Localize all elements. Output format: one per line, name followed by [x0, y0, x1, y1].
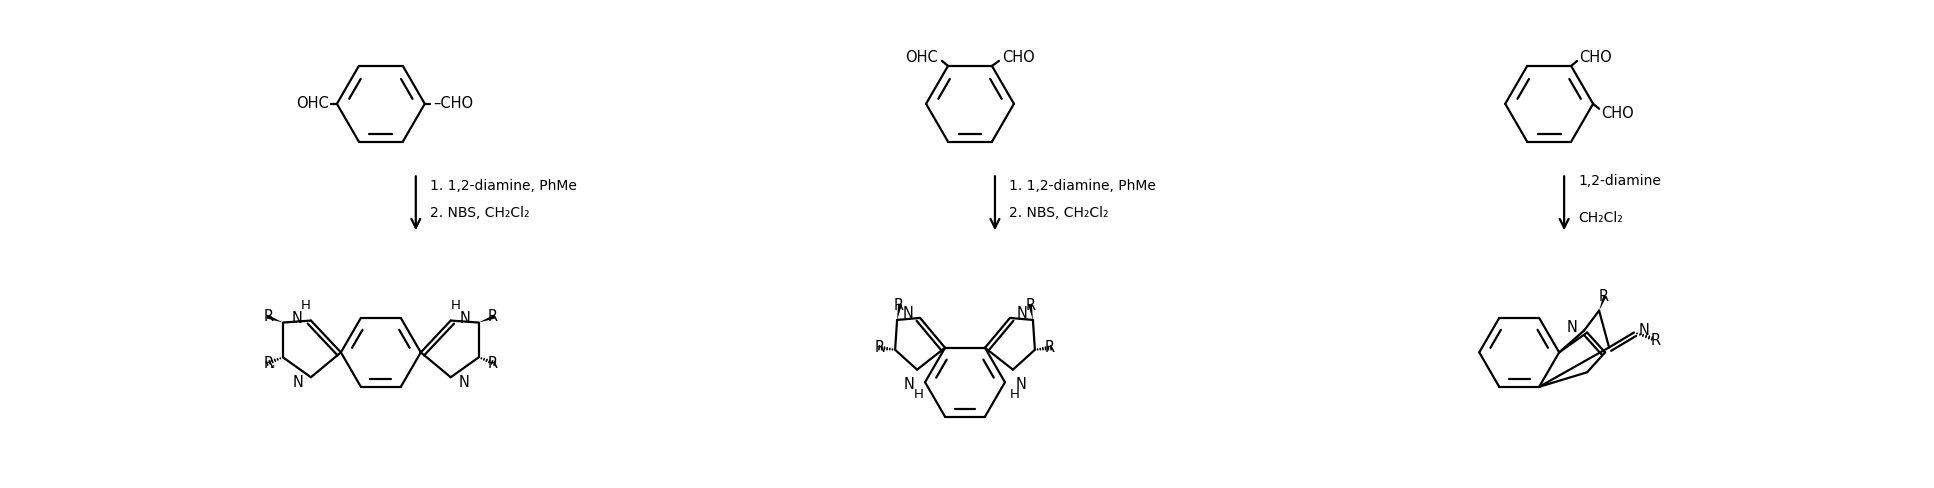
- Text: N: N: [292, 375, 304, 390]
- Text: –CHO: –CHO: [433, 96, 474, 111]
- Text: N: N: [458, 375, 470, 390]
- Text: CHO: CHO: [1580, 50, 1611, 65]
- Text: 1,2-diamine: 1,2-diamine: [1578, 174, 1661, 188]
- Text: N: N: [458, 311, 470, 326]
- Text: R: R: [1599, 289, 1609, 304]
- Text: N: N: [1567, 320, 1578, 335]
- Text: R: R: [1652, 333, 1661, 348]
- Text: 2. NBS, CH₂Cl₂: 2. NBS, CH₂Cl₂: [1010, 206, 1108, 220]
- Text: N: N: [903, 377, 915, 392]
- Text: N: N: [903, 306, 913, 322]
- Text: N: N: [292, 311, 302, 326]
- Text: R: R: [263, 309, 275, 324]
- Text: H: H: [1010, 388, 1019, 401]
- Text: '': '': [271, 365, 277, 374]
- Text: N: N: [1015, 377, 1027, 392]
- Text: 1. 1,2-diamine, PhMe: 1. 1,2-diamine, PhMe: [429, 179, 576, 193]
- Polygon shape: [1029, 304, 1033, 320]
- Text: 1. 1,2-diamine, PhMe: 1. 1,2-diamine, PhMe: [1010, 179, 1157, 193]
- Text: H: H: [302, 299, 311, 312]
- Polygon shape: [1599, 295, 1607, 311]
- Text: R: R: [263, 356, 275, 371]
- Text: OHC: OHC: [296, 96, 329, 111]
- Polygon shape: [267, 315, 282, 323]
- Text: R: R: [487, 309, 497, 324]
- Polygon shape: [480, 315, 495, 323]
- Text: CHO: CHO: [1601, 106, 1634, 121]
- Text: R: R: [1025, 298, 1037, 312]
- Text: H: H: [451, 299, 460, 312]
- Text: N: N: [1017, 306, 1027, 322]
- Text: H: H: [915, 388, 924, 401]
- Polygon shape: [897, 304, 901, 320]
- Text: OHC: OHC: [905, 50, 938, 65]
- Text: CH₂Cl₂: CH₂Cl₂: [1578, 211, 1623, 225]
- Text: R: R: [487, 356, 497, 371]
- Text: N: N: [1638, 323, 1650, 338]
- Text: R: R: [894, 298, 905, 312]
- Text: 2. NBS, CH₂Cl₂: 2. NBS, CH₂Cl₂: [429, 206, 530, 220]
- Text: R: R: [874, 340, 886, 355]
- Text: CHO: CHO: [1002, 50, 1035, 65]
- Text: R: R: [1044, 340, 1054, 355]
